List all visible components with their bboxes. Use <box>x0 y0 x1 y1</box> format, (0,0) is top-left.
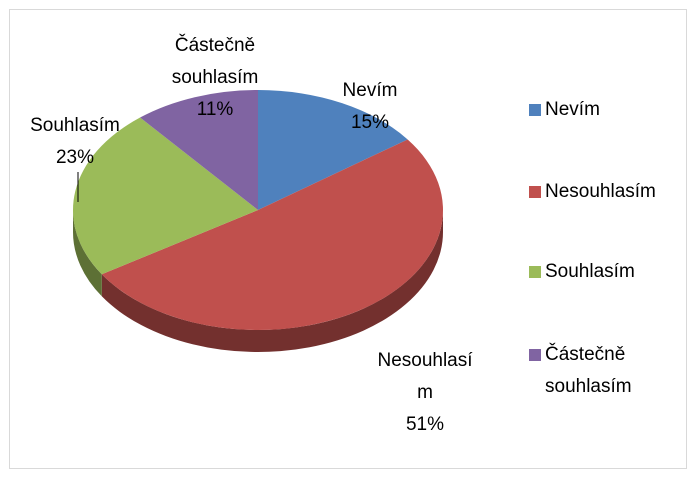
data-label-name: Nesouhlasím <box>377 350 473 403</box>
legend-label: Souhlasím <box>545 261 635 282</box>
data-label-value: 15% <box>350 112 390 133</box>
pie-slice <box>258 90 408 210</box>
legend-item: Nevím <box>529 94 679 164</box>
legend-label: Nevím <box>545 99 600 120</box>
legend-item: Nesouhlasím <box>529 176 679 246</box>
data-label: Částečně souhlasím 11% <box>155 30 275 126</box>
chart-frame <box>9 9 687 469</box>
data-label-value: 11% <box>196 99 234 120</box>
pie-slice <box>101 139 444 353</box>
slice-top <box>101 139 444 331</box>
legend-label: Částečně souhlasím <box>545 344 632 397</box>
slice-top <box>140 90 258 210</box>
data-label-name: Částečně souhlasím <box>171 35 259 88</box>
data-label-name: Souhlasím <box>30 115 120 136</box>
legend-label: Nesouhlasím <box>545 181 656 202</box>
legend-item: Souhlasím <box>529 256 679 326</box>
pie-slice <box>140 90 258 210</box>
legend-swatch <box>529 349 541 361</box>
data-label: Souhlasím 23% <box>10 110 140 174</box>
data-label-name: Nevím <box>342 80 398 101</box>
slice-side <box>101 210 444 353</box>
legend-swatch <box>529 186 541 198</box>
data-label-value: 51% <box>405 414 445 435</box>
legend-swatch <box>529 104 541 116</box>
slice-top <box>258 90 408 210</box>
data-label: Nesouhlasím 51% <box>375 345 475 441</box>
data-label: Nevím 15% <box>320 75 420 139</box>
slice-top <box>73 117 258 275</box>
pie-slice <box>73 117 258 297</box>
legend-swatch <box>529 266 541 278</box>
slice-side <box>73 210 102 297</box>
legend-item: Částečně souhlasím <box>529 339 679 409</box>
data-label-value: 23% <box>55 147 95 168</box>
